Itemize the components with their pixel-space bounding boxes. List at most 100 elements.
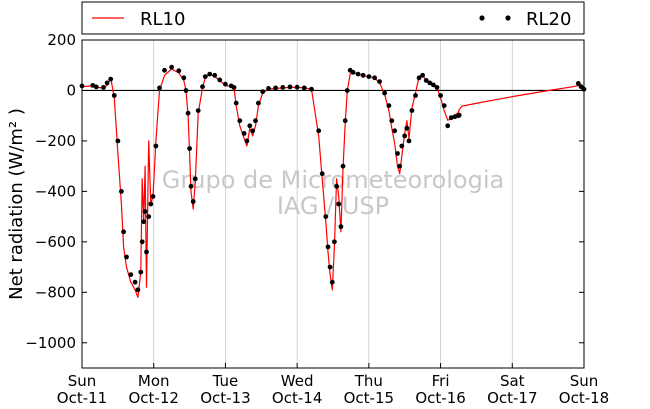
series-point-rl20-90 — [413, 93, 418, 98]
series-point-rl20-77 — [372, 75, 377, 81]
series-point-rl20-76 — [366, 74, 372, 79]
series-point-rl20-69 — [340, 163, 346, 169]
series-point-rl20-13 — [135, 287, 141, 293]
series-point-rl20-55 — [287, 84, 293, 90]
series-point-rl20-8 — [119, 189, 124, 194]
series-point-rl20-75 — [360, 72, 366, 78]
series-point-rl20-48 — [250, 128, 256, 134]
series-layer — [79, 64, 587, 298]
x-tick-label-date-7: Oct-18 — [559, 389, 609, 407]
series-point-rl20-84 — [397, 163, 403, 169]
series-point-rl20-86 — [402, 133, 408, 139]
series-point-rl20-65 — [332, 239, 337, 245]
series-point-rl20-104 — [575, 81, 581, 86]
series-point-rl20-6 — [111, 93, 117, 98]
watermark-line-2: IAG / USP — [277, 192, 389, 220]
series-point-rl20-87 — [404, 125, 410, 131]
series-point-rl20-94 — [427, 80, 433, 86]
series-point-rl20-32 — [190, 199, 196, 204]
y-tick-label-3: −400 — [35, 182, 76, 200]
legend-label-rl10: RL10 — [140, 9, 185, 30]
series-point-rl20-39 — [217, 77, 223, 83]
series-point-rl20-24 — [162, 67, 167, 73]
series-point-rl20-10 — [124, 254, 129, 260]
series-point-rl20-22 — [153, 143, 159, 149]
x-tick-label-date-5: Oct-16 — [415, 389, 465, 407]
series-point-rl20-5 — [108, 76, 114, 82]
y-axis-label: Net radiation (W/m² ) — [6, 108, 27, 300]
series-point-rl20-35 — [200, 84, 205, 90]
series-point-rl20-78 — [377, 79, 382, 84]
series-point-rl20-36 — [202, 74, 208, 79]
grid — [82, 40, 584, 368]
x-tick-label-date-4: Oct-15 — [344, 389, 394, 407]
series-point-rl20-82 — [392, 128, 398, 134]
series-point-rl20-46 — [244, 138, 250, 144]
series-point-rl20-49 — [253, 118, 258, 124]
series-point-rl20-34 — [195, 108, 201, 113]
series-point-rl20-23 — [157, 85, 162, 91]
x-tick-label-day-1: Mon — [138, 372, 170, 390]
series-point-rl20-81 — [389, 118, 395, 124]
series-point-rl20-62 — [325, 244, 331, 250]
series-point-rl20-3 — [101, 85, 106, 90]
y-tick-label-0: 200 — [47, 31, 76, 49]
y-tick-label-5: −800 — [35, 283, 76, 301]
series-point-rl20-98 — [441, 103, 447, 108]
series-point-rl20-38 — [212, 72, 218, 78]
series-point-rl20-71 — [344, 88, 350, 93]
series-point-rl20-99 — [445, 123, 451, 129]
series-point-rl20-89 — [409, 108, 415, 113]
series-point-rl20-101 — [452, 114, 458, 120]
series-point-rl20-64 — [329, 279, 335, 285]
x-tick-label-date-2: Oct-13 — [200, 389, 250, 407]
x-tick-label-day-2: Tue — [212, 372, 239, 390]
series-point-rl20-42 — [231, 85, 237, 90]
series-point-rl20-58 — [309, 86, 314, 92]
series-point-rl20-103 — [456, 112, 462, 118]
legend-marker-rl20-dot-2 — [505, 15, 511, 21]
series-point-rl20-17 — [142, 209, 148, 215]
series-point-rl20-83 — [395, 151, 400, 156]
x-tick-label-day-7: Sun — [570, 372, 599, 390]
series-point-rl20-37 — [207, 71, 213, 77]
series-point-rl20-93 — [423, 78, 429, 83]
x-tick-label-date-1: Oct-12 — [128, 389, 178, 407]
series-point-rl20-61 — [323, 214, 329, 220]
legend: RL10 RL20 — [81, 1, 585, 35]
series-point-rl20-25 — [169, 64, 175, 70]
legend-label-rl20: RL20 — [526, 9, 571, 30]
series-point-rl20-95 — [431, 82, 436, 88]
series-point-rl20-51 — [260, 89, 266, 95]
series-point-rl20-11 — [128, 272, 134, 277]
series-point-rl20-80 — [386, 103, 392, 108]
x-tick-label-day-0: Sun — [68, 372, 97, 390]
series-point-rl20-91 — [416, 75, 422, 81]
series-point-rl20-74 — [355, 71, 361, 77]
series-point-rl20-19 — [146, 214, 152, 220]
series-point-rl20-100 — [448, 115, 454, 121]
series-point-rl20-29 — [185, 110, 191, 116]
series-point-rl20-59 — [316, 128, 322, 134]
series-point-rl20-85 — [399, 143, 405, 149]
x-tick-label-date-3: Oct-14 — [272, 389, 322, 407]
series-point-rl20-92 — [420, 72, 425, 78]
x-tick-label-date-0: Oct-11 — [57, 389, 107, 407]
y-tick-label-6: −1000 — [25, 334, 76, 352]
series-point-rl20-88 — [406, 138, 412, 144]
y-tick-label-1: 0 — [66, 81, 76, 99]
series-point-rl20-21 — [150, 194, 156, 199]
series-point-rl20-60 — [319, 171, 325, 177]
series-point-rl20-68 — [338, 224, 344, 230]
series-point-rl20-47 — [247, 123, 253, 129]
series-point-rl20-40 — [223, 81, 228, 87]
series-point-rl20-45 — [241, 131, 247, 136]
series-point-rl20-52 — [266, 86, 271, 91]
series-point-rl20-56 — [294, 84, 300, 90]
x-tick-label-day-6: Sat — [500, 372, 525, 390]
watermark-line-1: Grupo de Micrometeorologia — [162, 166, 504, 194]
series-point-rl20-96 — [434, 85, 440, 90]
series-point-rl20-79 — [382, 90, 387, 96]
series-point-rl20-9 — [121, 229, 126, 235]
